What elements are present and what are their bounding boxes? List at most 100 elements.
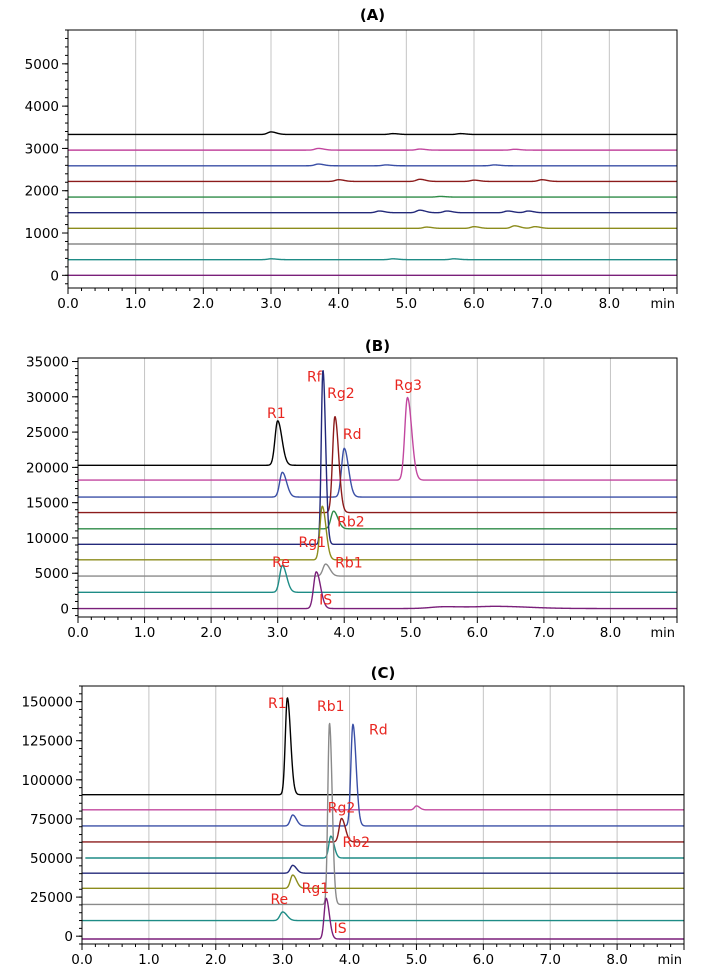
y-tick-label: 35000 — [26, 355, 69, 371]
y-tick-label: 4000 — [25, 99, 59, 115]
peak-label: Rg3 — [394, 378, 422, 394]
peak-label: Re — [272, 555, 290, 571]
y-tick-label: 3000 — [25, 141, 59, 157]
x-tick-label: 8.0 — [600, 625, 621, 641]
y-tick-label: 20000 — [26, 460, 69, 476]
chromatogram-trace-10 — [81, 897, 685, 940]
chromatogram-trace-5 — [77, 510, 678, 530]
x-tick-label: 0.0 — [71, 952, 92, 968]
x-tick-label: 5.0 — [396, 296, 417, 312]
y-tick-label: 2000 — [25, 184, 59, 200]
x-tick-label: 5.0 — [406, 952, 427, 968]
x-tick-label: 2.0 — [205, 952, 226, 968]
peak-label: IS — [334, 921, 347, 937]
y-tick-label: 15000 — [26, 496, 69, 512]
plot-frame — [81, 685, 685, 945]
peak-label: Re — [270, 892, 288, 908]
x-tick-label: 2.0 — [193, 296, 214, 312]
x-tick-label: 6.0 — [467, 625, 488, 641]
chromatogram-trace-3 — [81, 723, 685, 827]
x-axis-unit: min — [650, 626, 675, 641]
chromatogram-trace-4 — [77, 416, 678, 514]
x-axis: 0.0 1.0 2.0 3.0 4.0 5.0 6.0 7.0 8.0 min — [67, 617, 678, 641]
peak-label: R1 — [268, 696, 287, 712]
peak-label: Rg1 — [302, 881, 330, 897]
x-tick-label: 4.0 — [328, 296, 349, 312]
panel-title: (A) — [360, 6, 385, 24]
x-tick-label: 1.0 — [125, 296, 146, 312]
peak-label: Rd — [369, 722, 388, 738]
x-tick-label: 4.0 — [339, 952, 360, 968]
peak-label: Rg1 — [299, 535, 327, 551]
x-axis: 0.0 1.0 2.0 3.0 4.0 5.0 6.0 7.0 8.0 min — [71, 944, 685, 968]
x-tick-label: 5.0 — [400, 625, 421, 641]
chromatogram-trace-2 — [81, 805, 685, 811]
x-tick-label: 0.0 — [57, 296, 78, 312]
x-tick-label: 6.0 — [463, 296, 484, 312]
x-tick-label: 8.0 — [599, 296, 620, 312]
chromatogram-trace-2 — [67, 147, 678, 151]
chromatogram-trace-5 — [85, 835, 685, 859]
y-tick-label: 1000 — [25, 226, 59, 242]
traces — [77, 369, 678, 610]
y-tick-label: 30000 — [26, 390, 69, 406]
chromatogram-trace-5 — [67, 195, 678, 198]
x-axis-unit: min — [650, 297, 675, 312]
peak-label: Rf — [307, 369, 323, 385]
traces — [67, 131, 678, 277]
traces — [81, 697, 685, 940]
chromatogram-trace-8 — [81, 722, 685, 906]
plot-frame — [67, 29, 678, 289]
y-tick-label: 5000 — [25, 57, 59, 73]
chromatogram-trace-9 — [77, 564, 678, 593]
panel-title: (B) — [365, 337, 390, 355]
chromatogram-trace-9 — [81, 911, 685, 922]
peak-label: Rb2 — [337, 515, 365, 531]
x-tick-label: 7.0 — [533, 625, 554, 641]
peak-label: Rg2 — [328, 801, 356, 817]
y-tick-label: 5000 — [35, 566, 69, 582]
y-tick-label: 100000 — [21, 773, 73, 789]
chromatogram-trace-3 — [77, 447, 678, 498]
x-tick-label: 8.0 — [606, 952, 627, 968]
x-tick-label: 7.0 — [539, 952, 560, 968]
y-tick-label: 75000 — [30, 812, 73, 828]
peak-label: Rb1 — [335, 556, 363, 572]
y-tick-label: 10000 — [26, 531, 69, 547]
panel-title: (C) — [371, 664, 396, 682]
panel-b: (B) 0 5000 10000 15000 20000 25000 30000 35000 0.… — [26, 337, 678, 641]
chromatogram-trace-7 — [67, 225, 678, 230]
y-axis: 0 5000 10000 15000 20000 25000 30000 35000 — [26, 355, 78, 618]
x-tick-label: 2.0 — [200, 625, 221, 641]
chromatogram-trace-7 — [77, 505, 678, 561]
y-tick-label: 25000 — [26, 425, 69, 441]
peak-label: Rb2 — [342, 835, 370, 851]
x-tick-label: 6.0 — [473, 952, 494, 968]
peak-label: Rd — [343, 427, 362, 443]
chromatogram-trace-4 — [67, 178, 678, 183]
chromatogram-trace-6 — [67, 209, 678, 214]
chromatogram-trace-1 — [67, 131, 678, 136]
chromatogram-trace-1 — [81, 697, 685, 796]
peak-annotations: R1 Rb1 Rd Rg2 Rb2 Rg1 Re IS — [268, 696, 388, 937]
panel-c: (C) 0 25000 50000 75000 100000 125000 150000 0.0… — [21, 664, 685, 968]
panel-a: (A) 0 1000 2000 3000 4000 5000 0.0 1.0 2.0 3.0 4.0 5… — [25, 6, 678, 312]
peak-label: Rg2 — [327, 386, 355, 402]
x-tick-label: 4.0 — [333, 625, 354, 641]
y-tick-label: 125000 — [21, 734, 73, 750]
peak-label: R1 — [267, 406, 286, 422]
y-tick-label: 50000 — [30, 851, 73, 867]
chromatogram-trace-4 — [81, 817, 685, 843]
y-tick-label: 0 — [60, 602, 69, 618]
x-tick-label: 3.0 — [267, 625, 288, 641]
x-tick-label: 3.0 — [272, 952, 293, 968]
chromatogram-trace-8 — [77, 563, 678, 577]
y-tick-label: 150000 — [21, 695, 73, 711]
peak-label: Rb1 — [317, 699, 345, 715]
y-axis: 0 25000 50000 75000 100000 125000 150000 — [21, 685, 82, 945]
y-tick-label: 0 — [50, 268, 59, 284]
chromatogram-trace-6 — [81, 864, 685, 874]
chromatogram-trace-1 — [77, 420, 678, 466]
